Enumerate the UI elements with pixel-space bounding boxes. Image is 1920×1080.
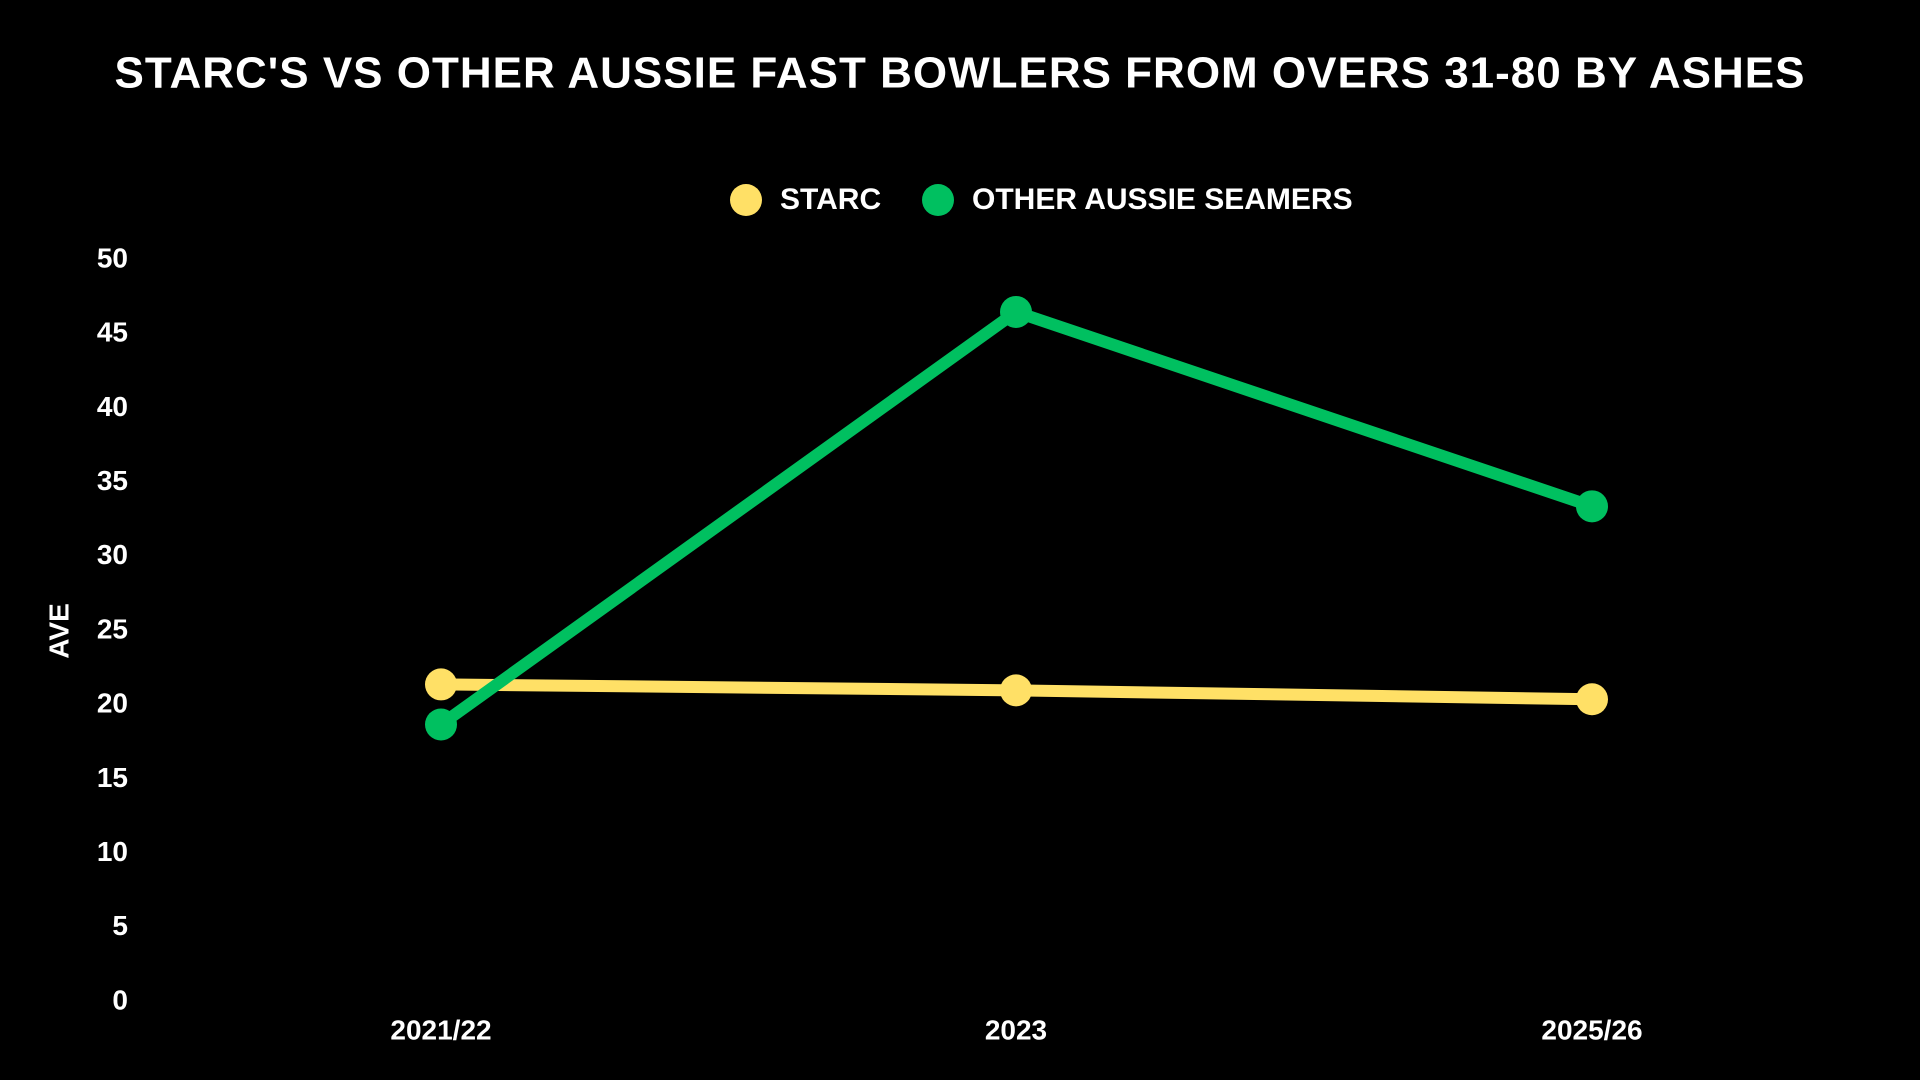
data-point	[425, 668, 457, 701]
data-point	[1000, 295, 1032, 328]
x-tick-label: 2025/26	[1541, 1014, 1642, 1045]
data-point	[425, 708, 457, 741]
y-tick-label: 20	[97, 688, 128, 719]
y-tick-label: 35	[97, 465, 128, 496]
y-axis-label: AVE	[43, 603, 74, 659]
y-tick-label: 30	[97, 539, 128, 570]
legend-marker	[730, 184, 762, 216]
legend-label: OTHER AUSSIE SEAMERS	[972, 183, 1353, 216]
x-tick-label: 2023	[985, 1014, 1047, 1045]
y-tick-label: 25	[97, 613, 128, 644]
y-tick-label: 45	[97, 317, 128, 348]
chart-title: STARC'S VS OTHER AUSSIE FAST BOWLERS FRO…	[115, 49, 1806, 98]
y-tick-label: 40	[97, 391, 128, 422]
legend-label: STARC	[780, 183, 881, 216]
x-tick-label: 2021/22	[390, 1014, 491, 1045]
y-tick-label: 0	[112, 984, 128, 1015]
data-point	[1576, 683, 1608, 716]
y-tick-label: 10	[97, 836, 128, 867]
legend-marker	[922, 184, 954, 216]
y-tick-label: 50	[97, 242, 128, 273]
data-point	[1576, 490, 1608, 523]
y-tick-label: 15	[97, 762, 128, 793]
y-tick-label: 5	[112, 910, 128, 941]
data-point	[1000, 674, 1032, 707]
